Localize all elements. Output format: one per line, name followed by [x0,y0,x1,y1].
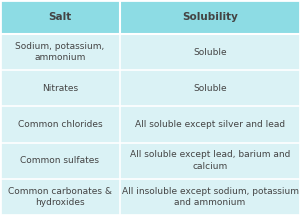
Bar [0,179,300,215]
Text: All soluble except silver and lead: All soluble except silver and lead [135,120,285,129]
Text: Salt: Salt [48,12,72,22]
Text: Sodium, potassium,
ammonium: Sodium, potassium, ammonium [15,42,105,63]
Text: All soluble except lead, barium and
calcium: All soluble except lead, barium and calc… [130,150,290,171]
Bar [0,0,300,34]
Bar [0,106,300,143]
Text: Solubility: Solubility [182,12,238,22]
Text: Common carbonates &
hydroxides: Common carbonates & hydroxides [8,186,112,207]
Bar [0,70,300,106]
Bar [0,34,300,70]
Text: Common sulfates: Common sulfates [20,156,100,165]
Text: Common chlorides: Common chlorides [18,120,102,129]
Text: Soluble: Soluble [193,84,227,93]
Text: All insoluble except sodium, potassium
and ammonium: All insoluble except sodium, potassium a… [122,186,298,207]
Bar [0,143,300,179]
Text: Nitrates: Nitrates [42,84,78,93]
Text: Soluble: Soluble [193,48,227,57]
